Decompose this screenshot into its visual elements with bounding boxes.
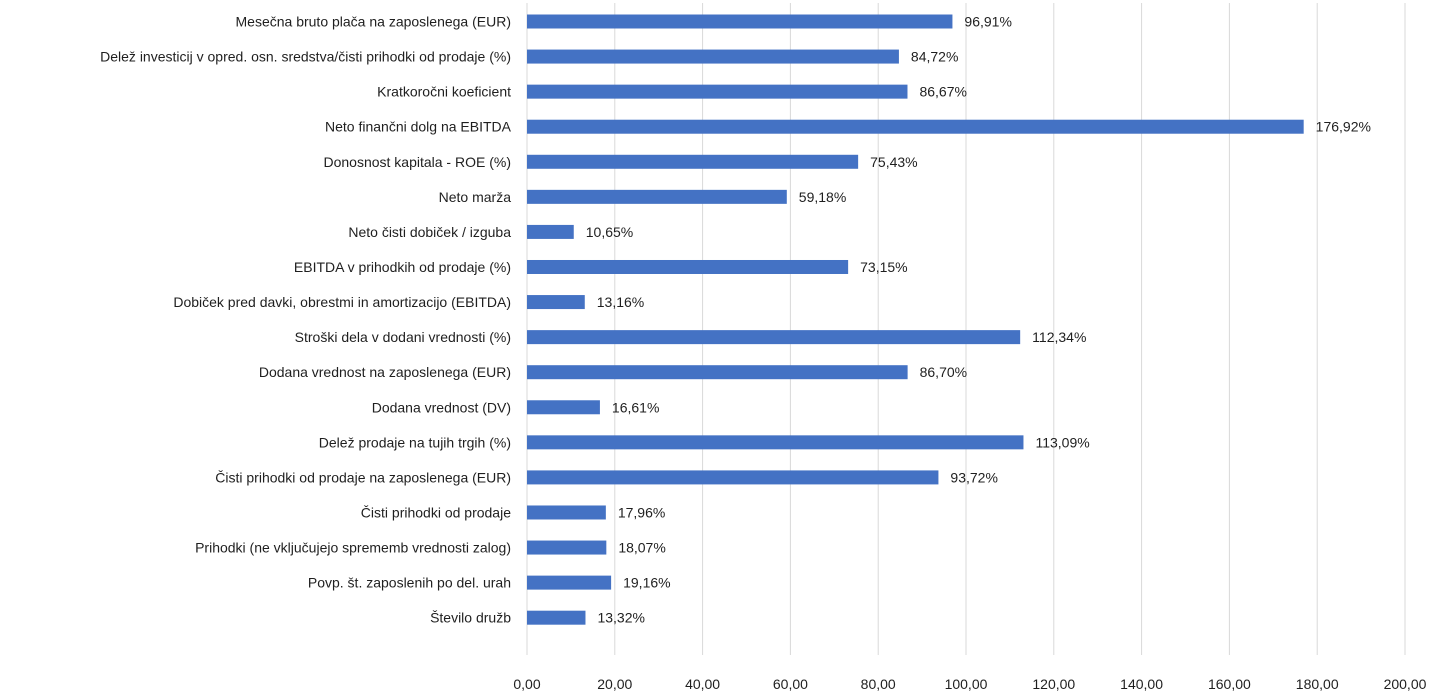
bar xyxy=(527,575,612,590)
data-label: 113,09% xyxy=(1035,434,1089,450)
data-label: 86,67% xyxy=(919,84,966,100)
bar xyxy=(527,540,607,555)
x-tick-label: 60,00 xyxy=(773,676,808,691)
category-label: Dodana vrednost (DV) xyxy=(372,399,511,415)
bar xyxy=(527,84,908,99)
category-label: Donosnost kapitala - ROE (%) xyxy=(323,154,511,170)
bars xyxy=(527,14,1304,625)
bar xyxy=(527,295,585,310)
data-label: 93,72% xyxy=(950,469,997,485)
category-label: Dobiček pred davki, obrestmi in amortiza… xyxy=(173,294,511,310)
x-tick-label: 120,00 xyxy=(1032,676,1075,691)
data-label: 17,96% xyxy=(618,504,665,520)
category-label: Delež investicij v opred. osn. sredstva/… xyxy=(100,49,511,65)
data-label: 10,65% xyxy=(586,224,633,240)
bar xyxy=(527,119,1304,134)
x-tick-label: 180,00 xyxy=(1296,676,1339,691)
bar xyxy=(527,154,859,169)
data-label: 73,15% xyxy=(860,259,907,275)
x-tick-label: 80,00 xyxy=(861,676,896,691)
data-label: 75,43% xyxy=(870,154,917,170)
data-label: 13,32% xyxy=(597,610,644,626)
x-tick-label: 160,00 xyxy=(1208,676,1251,691)
bar xyxy=(527,505,606,520)
category-label: Neto marža xyxy=(439,189,512,205)
data-label: 176,92% xyxy=(1316,119,1371,135)
x-tick-label: 0,00 xyxy=(513,676,540,691)
category-label: EBITDA v prihodkih od prodaje (%) xyxy=(294,259,511,275)
bar xyxy=(527,330,1021,345)
x-tick-label: 140,00 xyxy=(1120,676,1163,691)
x-tick-label: 40,00 xyxy=(685,676,720,691)
x-tick-label: 100,00 xyxy=(945,676,988,691)
data-label: 13,16% xyxy=(597,294,644,310)
bar xyxy=(527,400,600,415)
bar xyxy=(527,189,787,204)
category-labels: Mesečna bruto plača na zaposlenega (EUR)… xyxy=(100,14,512,626)
category-label: Delež prodaje na tujih trgih (%) xyxy=(319,434,511,450)
bar xyxy=(527,14,953,29)
category-label: Čisti prihodki od prodaje xyxy=(361,504,511,520)
bar xyxy=(527,365,908,380)
category-label: Mesečna bruto plača na zaposlenega (EUR) xyxy=(236,14,512,30)
bar xyxy=(527,224,574,239)
category-label: Povp. št. zaposlenih po del. urah xyxy=(308,575,511,591)
data-label: 86,70% xyxy=(920,364,967,380)
bar xyxy=(527,49,899,64)
data-label: 59,18% xyxy=(799,189,846,205)
x-tick-label: 200,00 xyxy=(1384,676,1427,691)
category-label: Stroški dela v dodani vrednosti (%) xyxy=(295,329,511,345)
bar xyxy=(527,470,939,485)
gridlines xyxy=(526,3,1406,655)
category-label: Neto čisti dobiček / izguba xyxy=(348,224,511,240)
data-label: 19,16% xyxy=(623,575,670,591)
data-label: 16,61% xyxy=(612,399,659,415)
bar xyxy=(527,259,849,274)
data-label: 84,72% xyxy=(911,49,958,65)
data-label: 96,91% xyxy=(964,14,1011,30)
x-tick-label: 20,00 xyxy=(597,676,632,691)
category-label: Prihodki (ne vključujejo sprememb vredno… xyxy=(195,540,511,556)
category-label: Dodana vrednost na zaposlenega (EUR) xyxy=(259,364,511,380)
category-label: Neto finančni dolg na EBITDA xyxy=(325,119,512,135)
data-labels: 96,91% 84,72% 86,67% 176,92% 75,43% 59,18% 10,… xyxy=(586,14,1371,626)
category-label: Število družb xyxy=(430,610,511,626)
category-label: Kratkoročni koeficient xyxy=(377,84,511,100)
data-label: 18,07% xyxy=(618,540,665,556)
data-label: 112,34% xyxy=(1032,329,1086,345)
bar xyxy=(527,610,586,625)
x-axis-tick-labels: 0,00 20,00 40,00 60,00 80,00 100,00 120,00 140,… xyxy=(513,676,1426,691)
category-label: Čisti prihodki od prodaje na zaposlenega… xyxy=(215,469,511,485)
bar xyxy=(527,435,1024,450)
